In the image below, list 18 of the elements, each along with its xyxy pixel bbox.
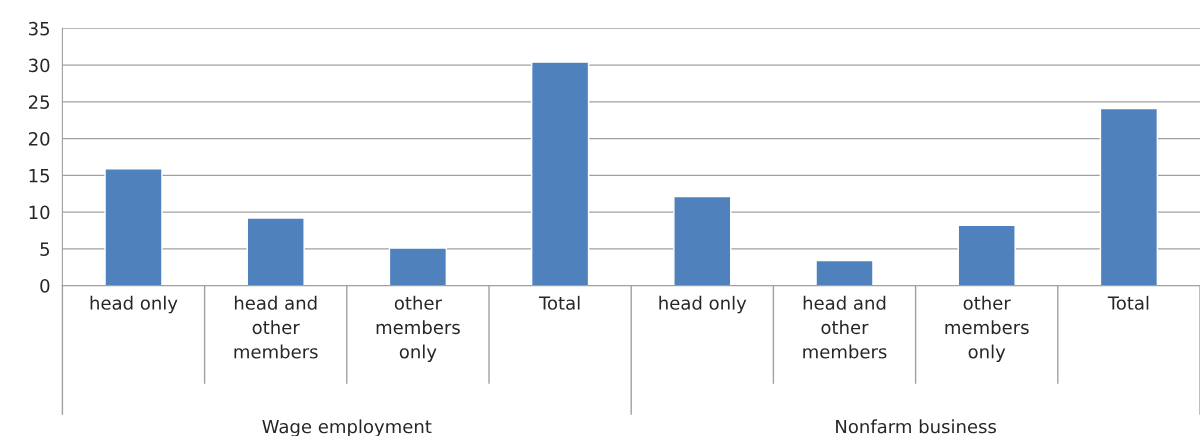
- x-tick-label: head only: [659, 295, 747, 314]
- y-tick-label: 10: [29, 205, 50, 220]
- x-tick-label: Total: [538, 295, 580, 310]
- y-tick-label: 25: [28, 95, 50, 109]
- y-tick-label: 5: [40, 242, 50, 256]
- x-tick-label: head only: [90, 295, 178, 314]
- y-tick-label: 35: [29, 21, 50, 36]
- text: Wage employment: [262, 419, 432, 436]
- y-tick-label: 0: [40, 279, 50, 293]
- x-tick-label: head and other members: [234, 295, 318, 359]
- text: Nonfarm business: [836, 419, 996, 434]
- x-tick-label: other members only: [376, 295, 460, 363]
- x-tick-label: other members only: [945, 295, 1029, 363]
- x-tick-label: head and other members: [803, 295, 887, 359]
- y-tick-label: 15: [29, 169, 50, 183]
- y-tick-label: 30: [29, 58, 50, 73]
- x-tick-label: Total: [1107, 295, 1149, 310]
- y-tick-label: 20: [28, 132, 50, 146]
